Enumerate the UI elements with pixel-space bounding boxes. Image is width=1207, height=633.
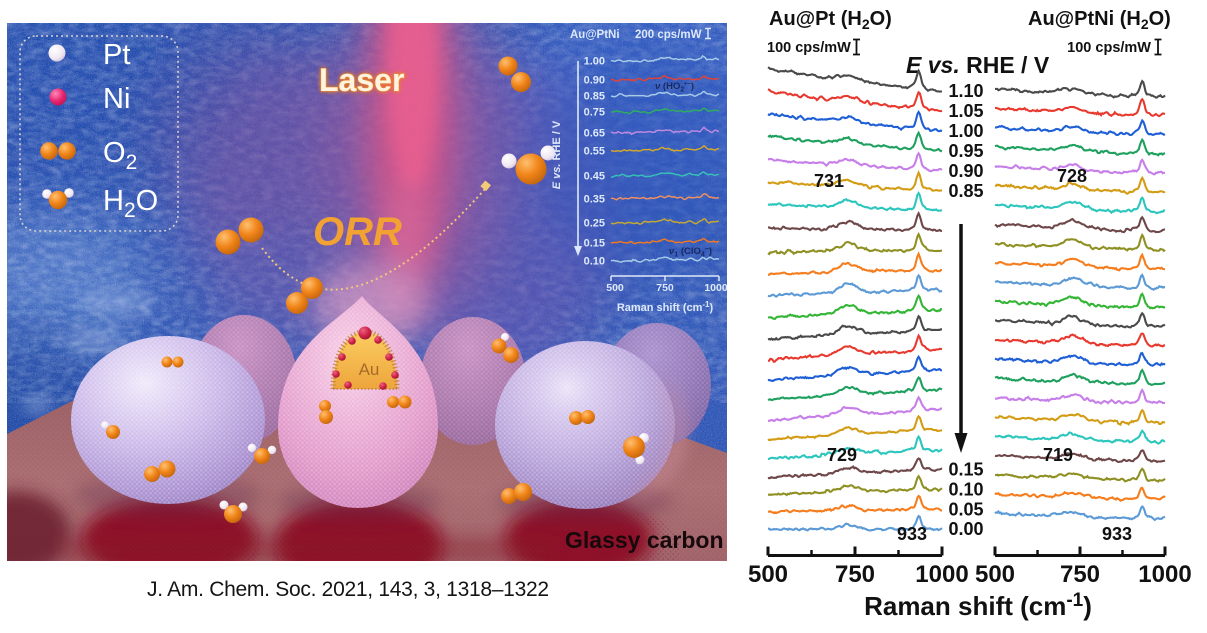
svg-text:1.05: 1.05 <box>948 101 983 121</box>
svg-text:1.00: 1.00 <box>948 121 983 141</box>
svg-text:933: 933 <box>1102 524 1132 544</box>
svg-text:750: 750 <box>835 561 875 588</box>
svg-text:0.90: 0.90 <box>948 161 983 181</box>
svg-text:Laser: Laser <box>319 62 404 98</box>
svg-text:1000: 1000 <box>1138 561 1191 588</box>
svg-text:729: 729 <box>827 445 857 465</box>
svg-text:1000: 1000 <box>915 561 968 588</box>
svg-text:0.35: 0.35 <box>584 194 605 206</box>
svg-text:Glassy carbon: Glassy carbon <box>565 527 724 553</box>
svg-text:0.85: 0.85 <box>948 181 983 201</box>
svg-text:933: 933 <box>897 524 927 544</box>
svg-text:0.45: 0.45 <box>584 171 605 183</box>
svg-text:Au@PtNi (H2O): Au@PtNi (H2O) <box>1028 8 1171 32</box>
svg-text:0.05: 0.05 <box>948 499 983 519</box>
svg-text:ν (HO2•−): ν (HO2•−) <box>655 81 694 94</box>
svg-text:1.00: 1.00 <box>584 56 605 68</box>
svg-text:H2O: H2O <box>103 185 158 222</box>
svg-text:0.25: 0.25 <box>584 218 605 230</box>
svg-text:0.90: 0.90 <box>584 75 605 87</box>
svg-text:500: 500 <box>748 561 788 588</box>
svg-text:200 cps/mW: 200 cps/mW <box>635 29 702 41</box>
svg-text:0.00: 0.00 <box>948 519 983 539</box>
svg-text:500: 500 <box>975 561 1015 588</box>
svg-text:750: 750 <box>1060 561 1100 588</box>
svg-text:E vs. RHE / V: E vs. RHE / V <box>906 52 1050 78</box>
svg-text:0.95: 0.95 <box>948 141 983 161</box>
svg-text:0.10: 0.10 <box>584 256 605 268</box>
svg-text:Au@Pt (H2O): Au@Pt (H2O) <box>769 8 892 32</box>
svg-text:728: 728 <box>1057 166 1087 186</box>
svg-text:500: 500 <box>606 282 624 294</box>
svg-text:ORR: ORR <box>313 210 402 254</box>
svg-text:0.65: 0.65 <box>584 128 605 140</box>
svg-text:100 cps/mW: 100 cps/mW <box>1067 40 1151 56</box>
svg-text:100 cps/mW: 100 cps/mW <box>767 40 851 56</box>
svg-text:1.10: 1.10 <box>948 81 983 101</box>
svg-text:731: 731 <box>814 171 844 191</box>
svg-text:Raman shift (cm-1): Raman shift (cm-1) <box>617 300 714 314</box>
svg-text:Pt: Pt <box>103 39 130 71</box>
svg-text:0.15: 0.15 <box>948 460 983 480</box>
svg-text:Raman shift (cm-1): Raman shift (cm-1) <box>864 590 1092 621</box>
svg-text:0.75: 0.75 <box>584 107 605 119</box>
svg-text:E vs. RHE / V: E vs. RHE / V <box>551 120 563 189</box>
svg-text:Au@PtNi: Au@PtNi <box>570 29 620 41</box>
svg-text:0.15: 0.15 <box>584 238 605 250</box>
svg-text:0.85: 0.85 <box>584 91 605 103</box>
svg-text:0.10: 0.10 <box>948 479 983 499</box>
svg-text:0.55: 0.55 <box>584 146 605 158</box>
svg-text:719: 719 <box>1043 445 1073 465</box>
svg-text:750: 750 <box>656 282 674 294</box>
svg-text:1000: 1000 <box>704 282 727 294</box>
svg-text:ν1 (ClO4−): ν1 (ClO4−) <box>669 246 712 259</box>
svg-text:Ni: Ni <box>103 83 130 115</box>
svg-text:Au: Au <box>359 360 380 379</box>
